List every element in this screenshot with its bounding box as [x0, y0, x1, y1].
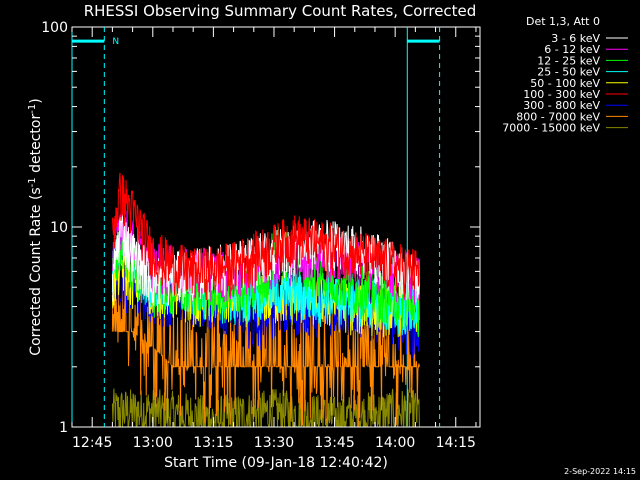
legend-entry-label: 7000 - 15000 keV: [502, 122, 600, 135]
y-tick-label: 1: [59, 420, 68, 436]
x-tick-label: 13:45: [314, 435, 354, 451]
legend-entry-label: 3 - 6 keV: [551, 32, 600, 45]
y-axis-label: Corrected Count Rate (s-1 detector-1): [27, 98, 44, 355]
y-tick-label: 10: [50, 220, 68, 236]
legend-title: Det 1,3, Att 0: [526, 15, 600, 28]
y-axis-label-sup2: -1: [27, 104, 38, 114]
y-tick-label: 100: [41, 20, 68, 36]
flag-label: N: [112, 37, 119, 47]
series-line: [111, 172, 420, 301]
legend-entry-label: 12 - 25 keV: [537, 54, 600, 67]
legend-entry-label: 300 - 800 keV: [523, 99, 600, 112]
series-line: [111, 386, 420, 427]
legend-entry-label: 100 - 300 keV: [523, 88, 600, 101]
y-axis-label-mid: detector: [28, 114, 44, 178]
chart-title: RHESSI Observing Summary Count Rates, Co…: [84, 2, 477, 20]
x-tick-label: 14:00: [375, 435, 415, 451]
legend-entry-label: 25 - 50 keV: [537, 66, 600, 79]
x-tick-label: 12:45: [72, 435, 112, 451]
legend-entry-label: 50 - 100 keV: [530, 77, 600, 90]
y-axis-label-main: Corrected Count Rate (s: [28, 187, 44, 355]
legend-entry-label: 6 - 12 keV: [544, 43, 600, 56]
y-axis-label-end: ): [28, 98, 44, 103]
x-tick-label: 13:15: [193, 435, 233, 451]
date-stamp: 2-Sep-2022 14:15: [564, 467, 636, 476]
axis-layer: 1 10 100 12:45 13:00 13:15 13:30 13:45 14:00 14:1…: [41, 20, 480, 451]
x-tick-label: 13:30: [254, 435, 294, 451]
plot-area: [111, 172, 420, 427]
y-axis-label-sup1: -1: [27, 177, 38, 187]
x-axis-label: Start Time (09-Jan-18 12:40:42): [164, 455, 388, 471]
legend-entry-label: 800 - 7000 keV: [516, 110, 600, 123]
x-tick-label: 14:15: [436, 435, 476, 451]
x-tick-label: 13:00: [133, 435, 173, 451]
